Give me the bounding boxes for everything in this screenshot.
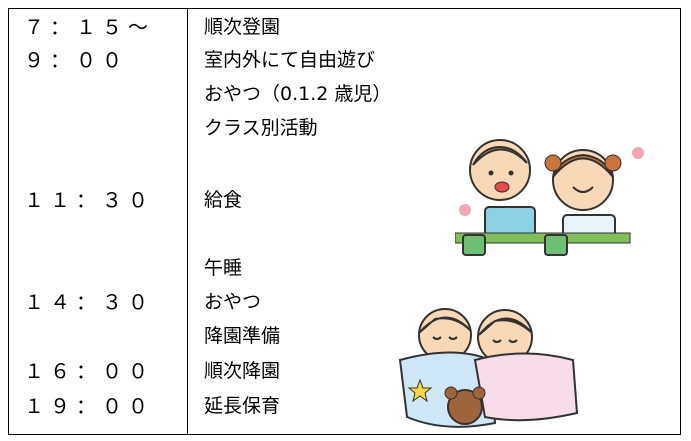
time: １１：３０ bbox=[24, 188, 154, 212]
activity: おやつ bbox=[204, 291, 262, 313]
activity: 給食 bbox=[204, 189, 243, 211]
column-divider bbox=[187, 8, 188, 435]
activity: 順次降園 bbox=[204, 360, 281, 382]
activity: 順次登園 bbox=[204, 16, 281, 38]
activity: 午睡 bbox=[204, 257, 243, 279]
activity: 室内外にて自由遊び bbox=[204, 49, 376, 71]
nap-illustration bbox=[398, 308, 579, 428]
time: １６：００ bbox=[24, 359, 154, 383]
time: １９：００ bbox=[24, 394, 154, 418]
time: １４：３０ bbox=[24, 290, 154, 314]
table-frame bbox=[8, 8, 681, 435]
time: ７：１５～ bbox=[24, 15, 154, 39]
activity: 延長保育 bbox=[204, 395, 281, 417]
time: ９：００ bbox=[24, 48, 128, 72]
activity: おやつ（0.1.2 歳児） bbox=[204, 83, 392, 105]
activity: 降園準備 bbox=[204, 325, 281, 347]
lunch-illustration bbox=[455, 139, 644, 256]
activity: クラス別活動 bbox=[204, 117, 318, 139]
